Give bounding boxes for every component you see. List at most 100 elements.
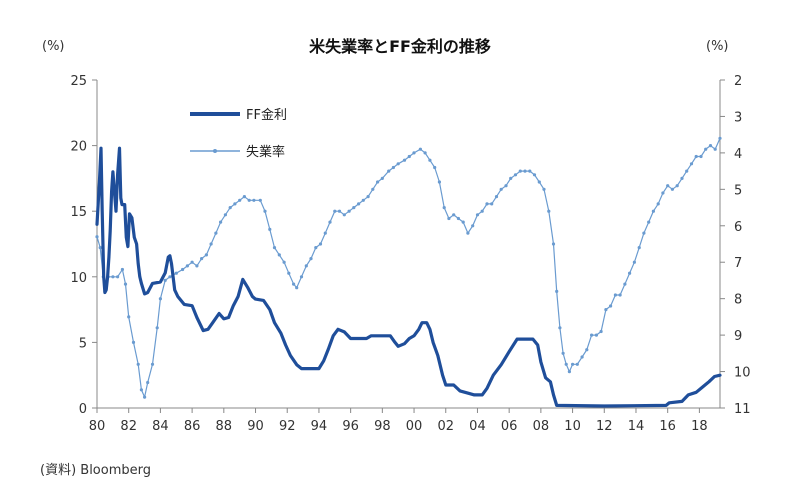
unemployment-point: [263, 209, 267, 213]
unemployment-point: [252, 198, 256, 202]
left-axis-ticks: 0 5 10 15 20 25: [70, 74, 97, 417]
x-tick-label: 88: [216, 419, 233, 434]
unemployment-point: [694, 154, 698, 159]
unemployment-point: [214, 231, 218, 235]
unemployment-point: [642, 231, 646, 235]
unemployment-point: [223, 213, 227, 217]
unemployment-point: [228, 206, 232, 210]
left-tick-label: 25: [70, 74, 87, 89]
unemployment-point: [143, 395, 147, 399]
unemployment-point: [185, 264, 189, 268]
unemployment-point: [518, 169, 522, 173]
unemployment-point: [666, 184, 670, 188]
unemployment-point: [499, 187, 503, 191]
unemployment-point: [323, 231, 327, 235]
right-tick-label: 8: [734, 293, 742, 308]
x-tick-label: 10: [564, 419, 581, 434]
unemployment-point: [567, 370, 572, 374]
right-tick-label: 7: [734, 256, 742, 271]
unemployment-point: [651, 209, 656, 213]
unemployment-point: [537, 180, 541, 184]
x-tick-label: 98: [374, 419, 391, 434]
unemployment-point: [347, 209, 351, 213]
unemployment-point: [376, 180, 380, 184]
unemployment-point: [238, 198, 242, 202]
ff-rate-line: [95, 146, 722, 408]
unemployment-point: [704, 147, 708, 151]
unemployment-point: [219, 220, 223, 224]
unemployment-point: [299, 275, 304, 279]
unemployment-point: [564, 362, 568, 366]
unemployment-point: [111, 275, 115, 279]
unemployment-point: [391, 165, 395, 170]
unemployment-point: [699, 154, 703, 159]
left-tick-label: 0: [79, 402, 87, 417]
series-ff-rate: [95, 146, 722, 408]
unemployment-point: [718, 136, 722, 140]
unemployment-point: [632, 260, 637, 264]
unemployment-point: [209, 242, 213, 246]
unemployment-point: [233, 202, 237, 206]
x-tick-label: 84: [152, 419, 169, 434]
axes: [96, 80, 721, 409]
left-tick-label: 5: [79, 336, 87, 351]
unemployment-point: [314, 246, 318, 250]
unemployment-point: [623, 282, 627, 286]
unemployment-point: [670, 187, 675, 191]
unemployment-point: [150, 362, 155, 366]
legend-ff-label: FF金利: [246, 107, 287, 123]
unemployment-point: [428, 158, 432, 162]
unemployment-point: [585, 348, 589, 352]
unemployment-point: [155, 326, 159, 330]
unemployment-point: [689, 162, 694, 166]
unemployment-point: [136, 362, 140, 366]
unemployment-point: [490, 202, 494, 206]
x-tick-label: 08: [533, 419, 550, 434]
x-tick-label: 00: [406, 419, 423, 434]
unemployment-point: [475, 213, 480, 217]
unemployment-point: [656, 202, 660, 206]
chart-title: 米失業率とFF金利の推移: [309, 37, 491, 56]
unemployment-point: [580, 355, 584, 359]
unemployment-point: [131, 340, 136, 344]
unemployment-point: [200, 257, 204, 261]
unemployment-point: [402, 158, 407, 162]
unemployment-point: [442, 206, 446, 210]
right-tick-label: 10: [734, 366, 751, 381]
unemployment-point: [551, 242, 556, 246]
unemployment-point: [558, 326, 562, 330]
right-tick-label: 6: [734, 220, 742, 235]
unemployment-point: [174, 271, 178, 275]
unemployment-point: [242, 195, 246, 199]
right-tick-label: 11: [734, 402, 751, 417]
unemployment-point: [628, 271, 632, 275]
unemployment-point: [168, 275, 172, 279]
right-tick-label: 9: [734, 329, 742, 344]
unemployment-point: [618, 293, 622, 297]
x-tick-label: 96: [342, 419, 359, 434]
x-tick-label: 94: [311, 419, 328, 434]
right-axis-ticks: 2 3 4 5 6 7 8 9 10 11: [720, 74, 751, 417]
x-tick-label: 80: [89, 419, 106, 434]
unemployment-point: [713, 147, 717, 151]
x-tick-label: 04: [469, 419, 486, 434]
right-tick-label: 4: [734, 147, 742, 162]
left-tick-label: 15: [70, 205, 87, 220]
unemployment-point: [466, 231, 470, 235]
unemployment-point: [680, 176, 684, 180]
legend-unemployment-label: 失業率: [246, 144, 285, 160]
unemployment-point: [407, 154, 411, 159]
unemployment-point: [613, 293, 618, 297]
unemployment-point: [342, 213, 346, 217]
unemployment-point: [547, 209, 551, 213]
legend: FF金利 失業率: [190, 107, 287, 160]
unemployment-point: [396, 162, 400, 166]
unemployment-point: [337, 209, 342, 213]
unemployment-point: [304, 264, 308, 268]
unemployment-point: [523, 169, 527, 173]
unemployment-point: [504, 184, 508, 188]
unemployment-point: [437, 180, 441, 184]
unemployment-point: [357, 202, 361, 206]
unemployment-point: [181, 267, 185, 272]
x-tick-label: 02: [437, 419, 454, 434]
